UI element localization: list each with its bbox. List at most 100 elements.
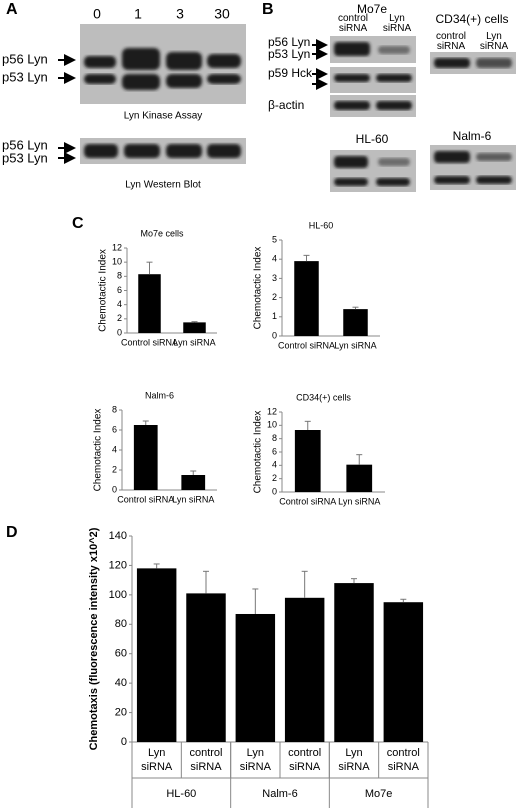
- y-tick-label: 4: [117, 299, 122, 309]
- y-axis-label: Chemotactic Index: [98, 249, 109, 332]
- band: [334, 101, 370, 110]
- bar: [346, 464, 373, 492]
- y-tick-label: 2: [272, 473, 277, 483]
- lane-label: control siRNA: [435, 31, 466, 52]
- x-tick-label: Lyn siRNA: [173, 337, 215, 347]
- lane-label: control siRNA: [337, 13, 368, 34]
- band: [84, 56, 116, 68]
- bar: [343, 309, 368, 336]
- blot-title: Mo7e: [357, 2, 387, 16]
- x-tick-label: Control siRNA: [121, 337, 178, 347]
- band: [434, 58, 470, 68]
- band: [376, 178, 410, 186]
- y-tick-label: 0: [112, 484, 117, 494]
- bar: [133, 425, 158, 490]
- blot-image: [330, 95, 416, 117]
- blot-image: [430, 52, 516, 74]
- y-tick-label: 4: [272, 460, 277, 470]
- band-label: p56 Lyn: [268, 35, 310, 49]
- band: [207, 144, 241, 158]
- band: [207, 54, 241, 68]
- chart-title: HL-60: [309, 220, 334, 230]
- band: [378, 158, 410, 166]
- band-label: p53 Lyn: [2, 69, 48, 84]
- y-axis-label: Chemotactic Index: [253, 411, 264, 494]
- y-axis-label: Chemotaxis (fluorescence intensity x10^2…: [88, 527, 100, 750]
- y-tick-label: 80: [115, 618, 127, 630]
- y-tick-label: 8: [117, 271, 122, 281]
- y-tick-label: 20: [115, 706, 127, 718]
- y-tick-label: 2: [272, 292, 277, 302]
- blot-title: CD34(+) cells: [435, 12, 508, 26]
- band-label: p56 Lyn: [2, 51, 48, 66]
- x-tick-label: Lyn siRNA: [141, 747, 173, 773]
- blot-title: Nalm-6: [453, 129, 492, 143]
- panel-label: B: [262, 1, 274, 18]
- band: [334, 42, 370, 56]
- band: [122, 48, 160, 70]
- band: [166, 74, 202, 88]
- chart-title: CD34(+) cells: [296, 392, 351, 402]
- band: [376, 101, 412, 110]
- lane-label: 0: [93, 6, 101, 22]
- y-tick-label: 2: [112, 464, 117, 474]
- blot-title: HL-60: [356, 132, 389, 146]
- y-axis-label: Chemotactic Index: [253, 247, 264, 330]
- band-label: p53 Lyn: [268, 47, 310, 61]
- blot-b: Mo7e CD34(+) cells p56 Lyn p53 Lyn p59 H…: [268, 2, 516, 192]
- band-label: β-actin: [268, 98, 304, 112]
- y-tick-label: 5: [272, 234, 277, 244]
- band-label: p53 Lyn: [2, 150, 48, 165]
- band: [166, 144, 202, 158]
- y-tick-label: 6: [117, 285, 122, 295]
- chart-title: Mo7e cells: [140, 228, 184, 238]
- bar: [183, 322, 206, 333]
- band-label: p56 Lyn: [2, 137, 48, 152]
- y-tick-label: 0: [272, 486, 277, 496]
- x-tick-label: control siRNA: [189, 747, 223, 773]
- x-tick-label: Lyn siRNA: [239, 747, 271, 773]
- x-tick-label: Control siRNA: [279, 496, 336, 506]
- x-tick-label: Lyn siRNA: [338, 496, 380, 506]
- y-tick-label: 12: [267, 406, 277, 416]
- y-tick-label: 0: [272, 330, 277, 340]
- bar: [186, 593, 226, 742]
- y-tick-label: 6: [272, 446, 277, 456]
- y-axis-label: Chemotactic Index: [93, 409, 104, 492]
- band: [122, 74, 160, 90]
- x-tick-label: Lyn siRNA: [334, 340, 376, 350]
- band: [84, 144, 118, 158]
- y-tick-label: 8: [112, 404, 117, 414]
- band: [378, 46, 410, 54]
- band-label: p59 Hck: [268, 66, 313, 80]
- chart-title: Nalm-6: [145, 390, 174, 400]
- bar: [284, 597, 325, 742]
- caption: Lyn Western Blot: [125, 180, 201, 191]
- y-tick-label: 12: [112, 242, 122, 252]
- x-tick-label: control siRNA: [288, 747, 322, 773]
- panel-label: D: [6, 524, 18, 541]
- y-tick-label: 4: [112, 444, 117, 454]
- band: [434, 151, 470, 163]
- band: [476, 153, 512, 161]
- y-tick-label: 10: [267, 420, 277, 430]
- x-tick-label: control siRNA: [386, 747, 420, 773]
- band: [207, 74, 241, 84]
- y-tick-label: 60: [115, 648, 127, 660]
- y-tick-label: 140: [109, 530, 127, 542]
- x-tick-label: Control siRNA: [278, 340, 335, 350]
- bar: [294, 261, 319, 336]
- band: [124, 144, 160, 158]
- band: [476, 176, 512, 184]
- blot-a: 0 1 3 30 p56 Lyn p53 Lyn Lyn Kinase Assa…: [2, 6, 246, 191]
- lane-label: Lyn siRNA: [479, 31, 509, 52]
- x-tick-label: Lyn siRNA: [338, 747, 370, 773]
- y-tick-label: 40: [115, 677, 127, 689]
- band: [166, 52, 202, 70]
- panel-label: A: [6, 1, 18, 18]
- caption: Lyn Kinase Assay: [124, 111, 203, 122]
- band: [434, 176, 470, 184]
- y-tick-label: 8: [272, 433, 277, 443]
